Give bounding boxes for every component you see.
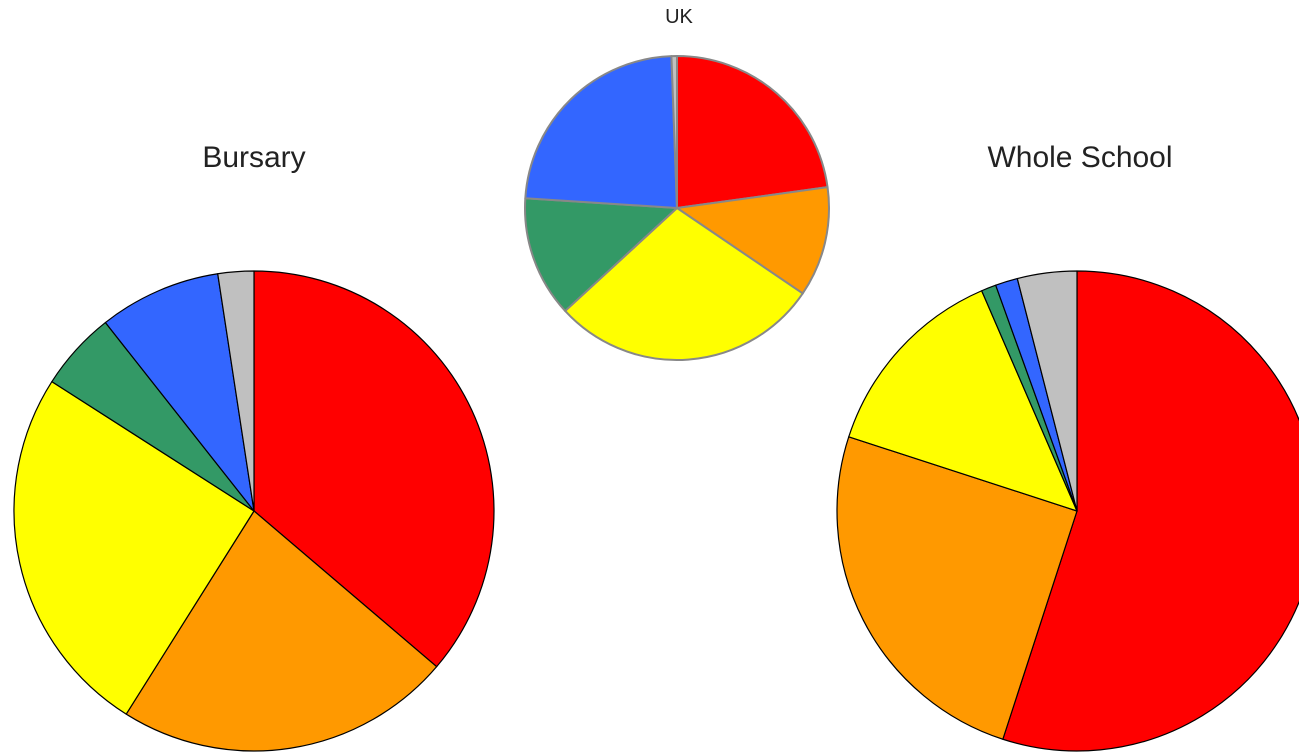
pie-bursary xyxy=(13,270,495,752)
pie-slice-bursary-yellow xyxy=(13,381,255,715)
pie-slice-bursary-grey xyxy=(217,270,255,512)
pie-slice-whole-school-grey xyxy=(1016,270,1078,512)
chart-title-uk: UK xyxy=(665,6,693,28)
pie-slice-whole-school-yellow xyxy=(848,290,1078,512)
pie-slice-uk-green xyxy=(523,197,678,312)
pie-slice-whole-school-red xyxy=(1002,270,1299,752)
pie-slice-whole-school-orange xyxy=(836,436,1078,740)
pie-slice-bursary-red xyxy=(253,270,495,668)
chart-title-bursary: Bursary xyxy=(202,141,306,174)
pie-slice-bursary-blue xyxy=(104,273,255,512)
pie-slice-uk-red xyxy=(676,55,829,209)
pie-slice-uk-orange xyxy=(676,186,830,295)
pie-whole-school xyxy=(836,270,1299,752)
pie-slice-uk-grey xyxy=(670,54,678,209)
pie-slice-uk-blue xyxy=(524,55,678,209)
pie-uk xyxy=(523,54,830,361)
chart-title-whole-school: Whole School xyxy=(987,141,1173,174)
pie-slice-bursary-orange xyxy=(125,510,438,752)
pie-slice-uk-yellow xyxy=(564,207,804,361)
